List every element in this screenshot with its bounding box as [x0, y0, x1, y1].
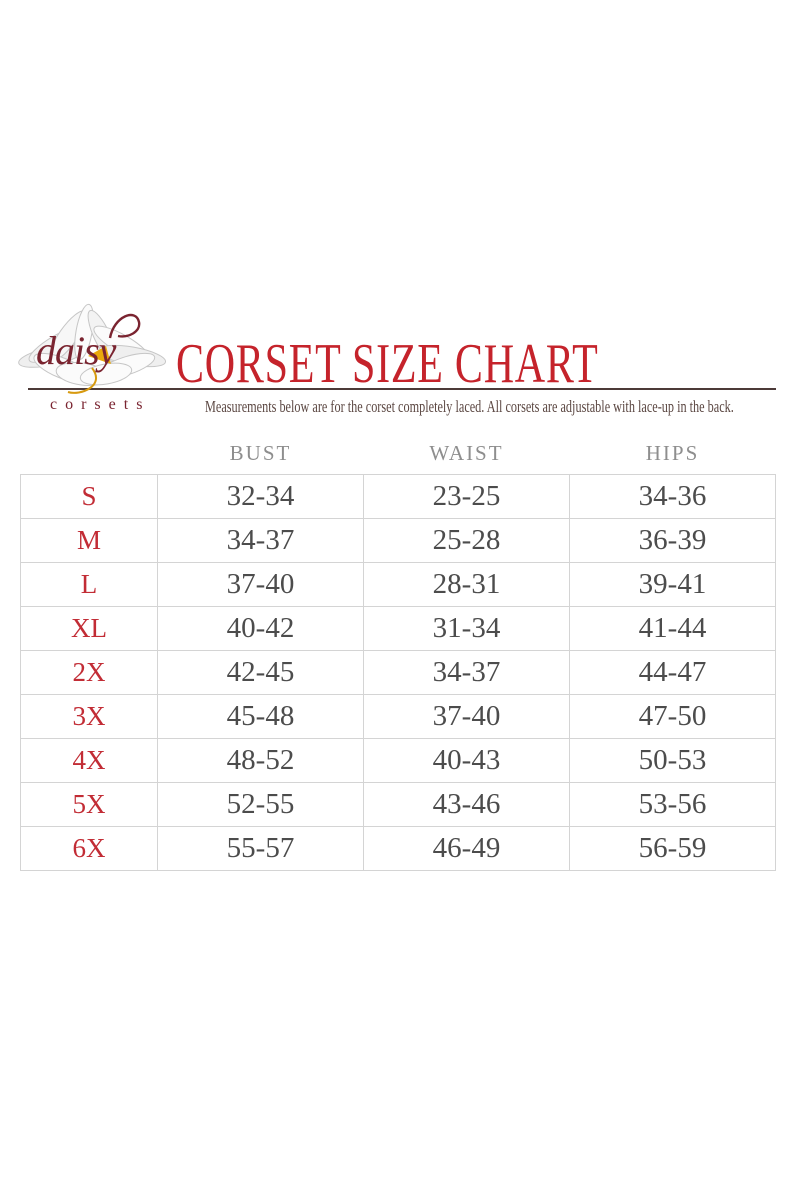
waist-cell: 34-37 — [363, 650, 570, 695]
table-row: 3X 45-48 37-40 47-50 — [20, 694, 776, 739]
daisy-script-flourish — [108, 313, 141, 339]
size-chart-table: BUST WAIST HIPS S 32-34 23-25 34-36 M 34… — [20, 436, 776, 871]
bust-cell: 34-37 — [157, 518, 364, 563]
hips-cell: 47-50 — [569, 694, 776, 739]
table-row: 2X 42-45 34-37 44-47 — [20, 650, 776, 695]
size-cell: S — [20, 474, 158, 519]
daisy-flower-icon: daisy — [18, 303, 167, 394]
hips-cell: 50-53 — [569, 738, 776, 783]
size-cell: M — [20, 518, 158, 563]
table-row: M 34-37 25-28 36-39 — [20, 518, 776, 563]
size-cell: 6X — [20, 826, 158, 871]
bust-column-header: BUST — [229, 440, 292, 465]
header-row: BUST WAIST HIPS — [21, 436, 776, 475]
size-cell: L — [20, 562, 158, 607]
waist-column-header: WAIST — [429, 440, 504, 465]
daisy-logo: daisy — [10, 298, 180, 398]
hips-cell: 44-47 — [569, 650, 776, 695]
waist-cell: 43-46 — [363, 782, 570, 827]
waist-cell: 37-40 — [363, 694, 570, 739]
bust-cell: 37-40 — [157, 562, 364, 607]
hips-cell: 56-59 — [569, 826, 776, 871]
table-row: S 32-34 23-25 34-36 — [20, 474, 776, 519]
hips-cell: 36-39 — [569, 518, 776, 563]
chart-subtitle: Measurements below are for the corset co… — [205, 397, 734, 416]
size-cell: 3X — [20, 694, 158, 739]
size-column-header-empty — [21, 436, 158, 475]
table-row: 4X 48-52 40-43 50-53 — [20, 738, 776, 783]
waist-cell: 28-31 — [363, 562, 570, 607]
bust-cell: 55-57 — [157, 826, 364, 871]
bust-cell: 45-48 — [157, 694, 364, 739]
logo-script-text: daisy — [36, 328, 117, 373]
bust-cell: 32-34 — [157, 474, 364, 519]
size-cell: 2X — [20, 650, 158, 695]
hips-column-header: HIPS — [645, 440, 700, 465]
page-title: CORSET SIZE CHART — [176, 333, 599, 395]
waist-cell: 23-25 — [363, 474, 570, 519]
waist-cell: 46-49 — [363, 826, 570, 871]
waist-cell: 25-28 — [363, 518, 570, 563]
table-row: 6X 55-57 46-49 56-59 — [20, 826, 776, 871]
hips-cell: 34-36 — [569, 474, 776, 519]
size-cell: XL — [20, 606, 158, 651]
hips-cell: 53-56 — [569, 782, 776, 827]
size-cell: 5X — [20, 782, 158, 827]
waist-cell: 31-34 — [363, 606, 570, 651]
waist-cell: 40-43 — [363, 738, 570, 783]
daisy-gold-center — [88, 346, 111, 364]
table-row: XL 40-42 31-34 41-44 — [20, 606, 776, 651]
header-divider-line — [28, 388, 776, 390]
hips-cell: 39-41 — [569, 562, 776, 607]
table-row: L 37-40 28-31 39-41 — [20, 562, 776, 607]
bust-cell: 52-55 — [157, 782, 364, 827]
logo-corsets-text: corsets — [50, 396, 151, 413]
bust-cell: 42-45 — [157, 650, 364, 695]
hips-cell: 41-44 — [569, 606, 776, 651]
bust-cell: 48-52 — [157, 738, 364, 783]
table-row: 5X 52-55 43-46 53-56 — [20, 782, 776, 827]
bust-cell: 40-42 — [157, 606, 364, 651]
size-cell: 4X — [20, 738, 158, 783]
